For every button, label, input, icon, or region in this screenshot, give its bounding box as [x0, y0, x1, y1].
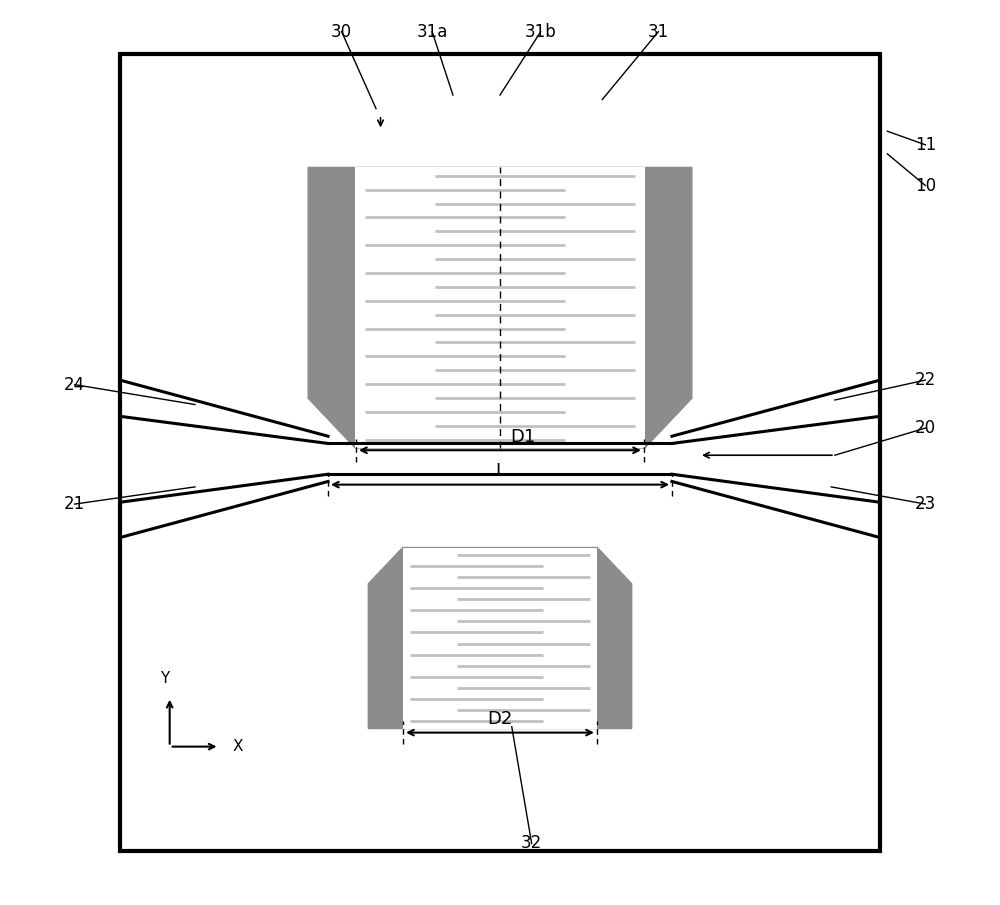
Text: 31b: 31b — [525, 23, 557, 41]
Bar — [403, 548, 597, 729]
Text: L: L — [495, 462, 505, 480]
Bar — [355, 167, 645, 448]
Text: 20: 20 — [915, 419, 936, 437]
Text: 31a: 31a — [416, 23, 448, 41]
Text: 30: 30 — [331, 23, 352, 41]
Bar — [120, 54, 880, 851]
Text: D1: D1 — [510, 428, 535, 446]
Text: 31: 31 — [648, 23, 669, 41]
Text: Y: Y — [161, 671, 170, 686]
Polygon shape — [308, 167, 692, 448]
Text: 21: 21 — [64, 495, 85, 513]
Text: 23: 23 — [915, 495, 936, 513]
Text: 24: 24 — [64, 376, 85, 394]
Text: D2: D2 — [487, 710, 513, 728]
Text: 32: 32 — [521, 834, 542, 853]
Text: 10: 10 — [915, 176, 936, 195]
Text: 22: 22 — [915, 371, 936, 389]
Text: X: X — [233, 739, 244, 754]
Text: 11: 11 — [915, 136, 936, 154]
Polygon shape — [368, 548, 632, 729]
